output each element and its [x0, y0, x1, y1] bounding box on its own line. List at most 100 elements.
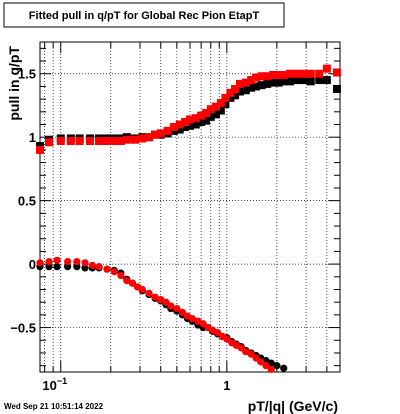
data-point — [221, 100, 230, 109]
data-point — [88, 261, 96, 269]
x-tick-label: 1 — [223, 378, 230, 393]
data-point — [241, 86, 250, 95]
data-point — [257, 358, 265, 366]
data-point — [169, 123, 178, 132]
chart-title: Fitted pull in q/pT for Global Rec Pion … — [29, 10, 260, 22]
data-point — [167, 302, 175, 310]
data-point — [247, 76, 256, 85]
data-point — [274, 78, 283, 87]
data-point — [299, 69, 308, 78]
data-point — [145, 289, 153, 297]
data-point — [122, 135, 131, 144]
data-point — [216, 98, 225, 107]
data-point — [191, 114, 200, 123]
data-point — [262, 362, 270, 370]
data-point — [252, 82, 261, 91]
data-point — [286, 69, 294, 78]
data-point — [223, 335, 231, 343]
data-point — [45, 263, 53, 271]
data-point — [175, 125, 184, 134]
data-point — [103, 265, 111, 273]
data-point — [116, 137, 125, 145]
axis-ticks — [40, 42, 340, 372]
data-point — [306, 69, 315, 78]
data-point — [138, 285, 146, 294]
data-point — [269, 78, 278, 87]
data-point — [156, 129, 165, 138]
data-point — [73, 263, 81, 271]
data-point — [75, 137, 84, 145]
data-point — [45, 138, 54, 147]
y-tick-label: 1.5 — [18, 67, 36, 82]
data-point — [151, 130, 160, 139]
timestamp: Wed Sep 21 10:51:14 2022 — [4, 402, 104, 411]
data-point — [279, 71, 288, 79]
data-point — [293, 76, 302, 85]
y-axis-title: pull in q/pT — [6, 46, 22, 121]
data-point — [186, 115, 194, 124]
data-point — [64, 263, 72, 271]
data-point — [226, 93, 235, 102]
data-point — [181, 123, 190, 132]
data-point — [36, 259, 44, 267]
data-point — [110, 268, 118, 276]
data-point — [241, 78, 250, 87]
data-point — [138, 134, 147, 143]
data-point — [263, 79, 272, 88]
data-point — [197, 117, 206, 126]
data-point — [181, 117, 190, 126]
data-point — [73, 257, 81, 266]
data-point — [197, 111, 206, 120]
data-point — [211, 102, 220, 111]
data-point — [53, 263, 61, 271]
data-point — [191, 120, 200, 129]
y-tick-label: 1 — [29, 130, 36, 145]
data-point — [128, 279, 136, 287]
data-point — [175, 120, 184, 129]
data-point — [252, 73, 261, 82]
data-point — [280, 364, 288, 372]
data-point — [131, 135, 140, 144]
data-point — [221, 93, 230, 102]
data-point — [231, 91, 240, 100]
data-point — [202, 116, 211, 125]
x-tick-label: 10−1 — [42, 376, 67, 393]
data-point — [117, 271, 125, 280]
data-point — [257, 81, 266, 90]
data-point — [274, 71, 283, 79]
data-point — [332, 84, 341, 93]
data-point — [322, 76, 331, 85]
data-point — [322, 64, 331, 73]
data-point — [263, 72, 272, 81]
data-point — [36, 145, 44, 154]
data-point — [226, 88, 235, 97]
data-point — [273, 362, 281, 370]
data-point — [81, 259, 89, 267]
data-point — [163, 126, 172, 135]
series-2 — [36, 64, 341, 154]
data-point — [293, 69, 302, 78]
y-tick-label: −0.5 — [10, 321, 36, 336]
data-point — [267, 365, 275, 374]
data-point — [247, 83, 256, 92]
data-point — [95, 137, 104, 145]
data-point — [299, 76, 308, 85]
data-point — [242, 348, 250, 356]
data-point — [56, 137, 65, 145]
data-point — [110, 137, 119, 145]
data-points — [36, 64, 341, 374]
data-point — [269, 71, 278, 79]
data-point — [162, 298, 170, 306]
data-point — [103, 137, 112, 145]
data-point — [145, 133, 154, 142]
data-point — [45, 257, 53, 266]
data-point — [236, 87, 244, 96]
data-point — [231, 84, 240, 93]
data-point — [236, 79, 244, 88]
data-point — [206, 105, 215, 114]
tick-labels: 10−1 1 −0.5 0 0.5 1 1.5 — [10, 67, 230, 393]
data-point — [257, 72, 266, 81]
series-3 — [36, 256, 275, 374]
title-box: Fitted pull in q/pT for Global Rec Pion … — [3, 2, 285, 28]
data-point — [199, 320, 207, 328]
